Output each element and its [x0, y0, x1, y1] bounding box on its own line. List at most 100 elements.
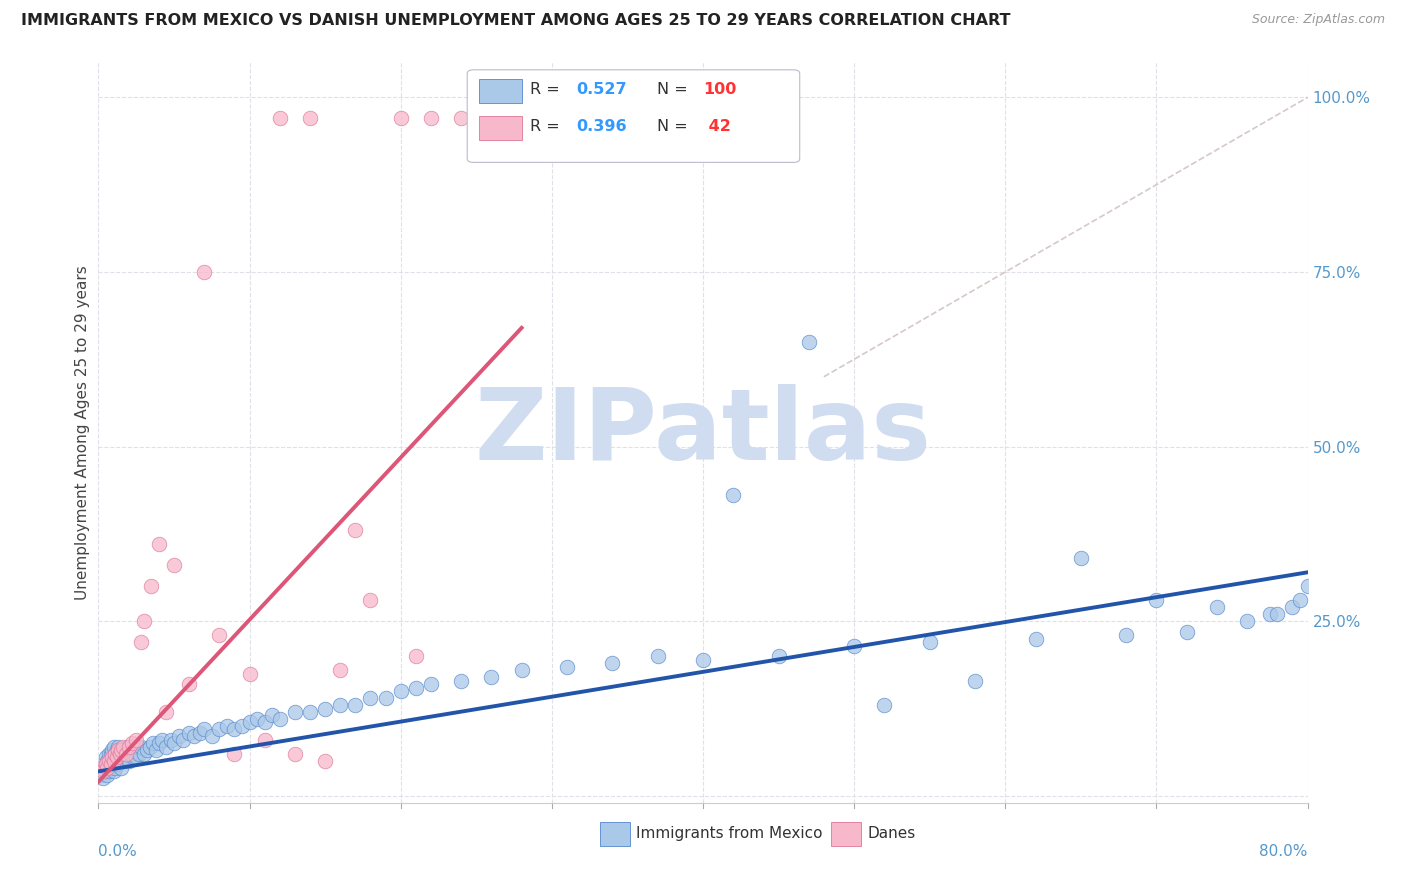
Bar	[831, 822, 862, 846]
Point	[118, 739, 141, 754]
Point	[1258, 607, 1281, 622]
Point	[124, 743, 146, 757]
Point	[96, 761, 118, 775]
Point	[167, 730, 190, 744]
Point	[965, 673, 987, 688]
Point	[142, 736, 165, 750]
Point	[481, 670, 503, 684]
Point	[1144, 593, 1167, 607]
Text: 100: 100	[703, 82, 737, 97]
Point	[420, 677, 443, 691]
Point	[360, 691, 382, 706]
Point	[103, 739, 125, 754]
Point	[193, 723, 215, 737]
Bar	[600, 822, 630, 846]
Point	[692, 652, 714, 666]
Point	[495, 112, 517, 126]
Point	[1024, 632, 1046, 646]
Point	[299, 112, 322, 126]
Bar	[479, 78, 522, 103]
Point	[129, 635, 152, 649]
Text: Immigrants from Mexico: Immigrants from Mexico	[637, 826, 823, 841]
Point	[125, 733, 148, 747]
Point	[253, 715, 276, 730]
Text: R =: R =	[530, 82, 565, 97]
Text: R =: R =	[530, 120, 565, 135]
Point	[1289, 593, 1312, 607]
Point	[239, 715, 262, 730]
Point	[450, 112, 472, 126]
Point	[269, 712, 291, 726]
Point	[405, 649, 427, 664]
Point	[98, 754, 121, 768]
Point	[96, 768, 118, 782]
Point	[98, 764, 121, 779]
Point	[103, 754, 125, 768]
Point	[91, 772, 114, 786]
Point	[389, 684, 412, 698]
Point	[1175, 624, 1198, 639]
Point	[101, 757, 124, 772]
Point	[110, 747, 132, 761]
Point	[405, 681, 427, 695]
Point	[139, 739, 162, 754]
Point	[389, 112, 412, 126]
Point	[873, 698, 896, 712]
Point	[329, 663, 352, 677]
Point	[107, 739, 129, 754]
Point	[844, 639, 866, 653]
Point	[314, 754, 336, 768]
Point	[110, 743, 132, 757]
Point	[107, 743, 129, 757]
Point	[122, 750, 145, 764]
Point	[111, 739, 134, 754]
Point	[1267, 607, 1289, 622]
Point	[723, 488, 745, 502]
Point	[128, 747, 150, 761]
Point	[104, 747, 127, 761]
Point	[1236, 614, 1258, 628]
Point	[107, 754, 129, 768]
Text: Source: ZipAtlas.com: Source: ZipAtlas.com	[1251, 13, 1385, 27]
Point	[360, 593, 382, 607]
Point	[208, 628, 231, 642]
Text: 42: 42	[703, 120, 731, 135]
Point	[155, 739, 177, 754]
Point	[510, 663, 533, 677]
Point	[132, 747, 155, 761]
Bar	[479, 116, 522, 140]
Point	[1281, 600, 1303, 615]
Point	[193, 265, 215, 279]
Point	[105, 750, 128, 764]
Point	[1115, 628, 1137, 642]
Point	[96, 754, 118, 768]
Point	[172, 733, 194, 747]
Point	[114, 747, 136, 761]
Point	[1296, 579, 1319, 593]
Point	[105, 757, 128, 772]
Point	[314, 701, 336, 715]
Point	[163, 736, 186, 750]
Point	[188, 726, 211, 740]
Text: 0.0%: 0.0%	[98, 844, 138, 858]
Point	[121, 736, 143, 750]
Point	[602, 656, 624, 670]
Point	[179, 726, 201, 740]
Point	[105, 743, 128, 757]
Point	[450, 673, 472, 688]
Point	[94, 764, 117, 779]
Point	[768, 649, 790, 664]
Point	[112, 743, 135, 757]
FancyBboxPatch shape	[467, 70, 800, 162]
Point	[145, 743, 167, 757]
Point	[329, 698, 352, 712]
Point	[215, 719, 238, 733]
Point	[111, 754, 134, 768]
Point	[231, 719, 253, 733]
Point	[127, 739, 149, 754]
Point	[148, 537, 170, 551]
Point	[647, 649, 669, 664]
Point	[103, 764, 125, 779]
Point	[224, 723, 246, 737]
Point	[110, 761, 132, 775]
